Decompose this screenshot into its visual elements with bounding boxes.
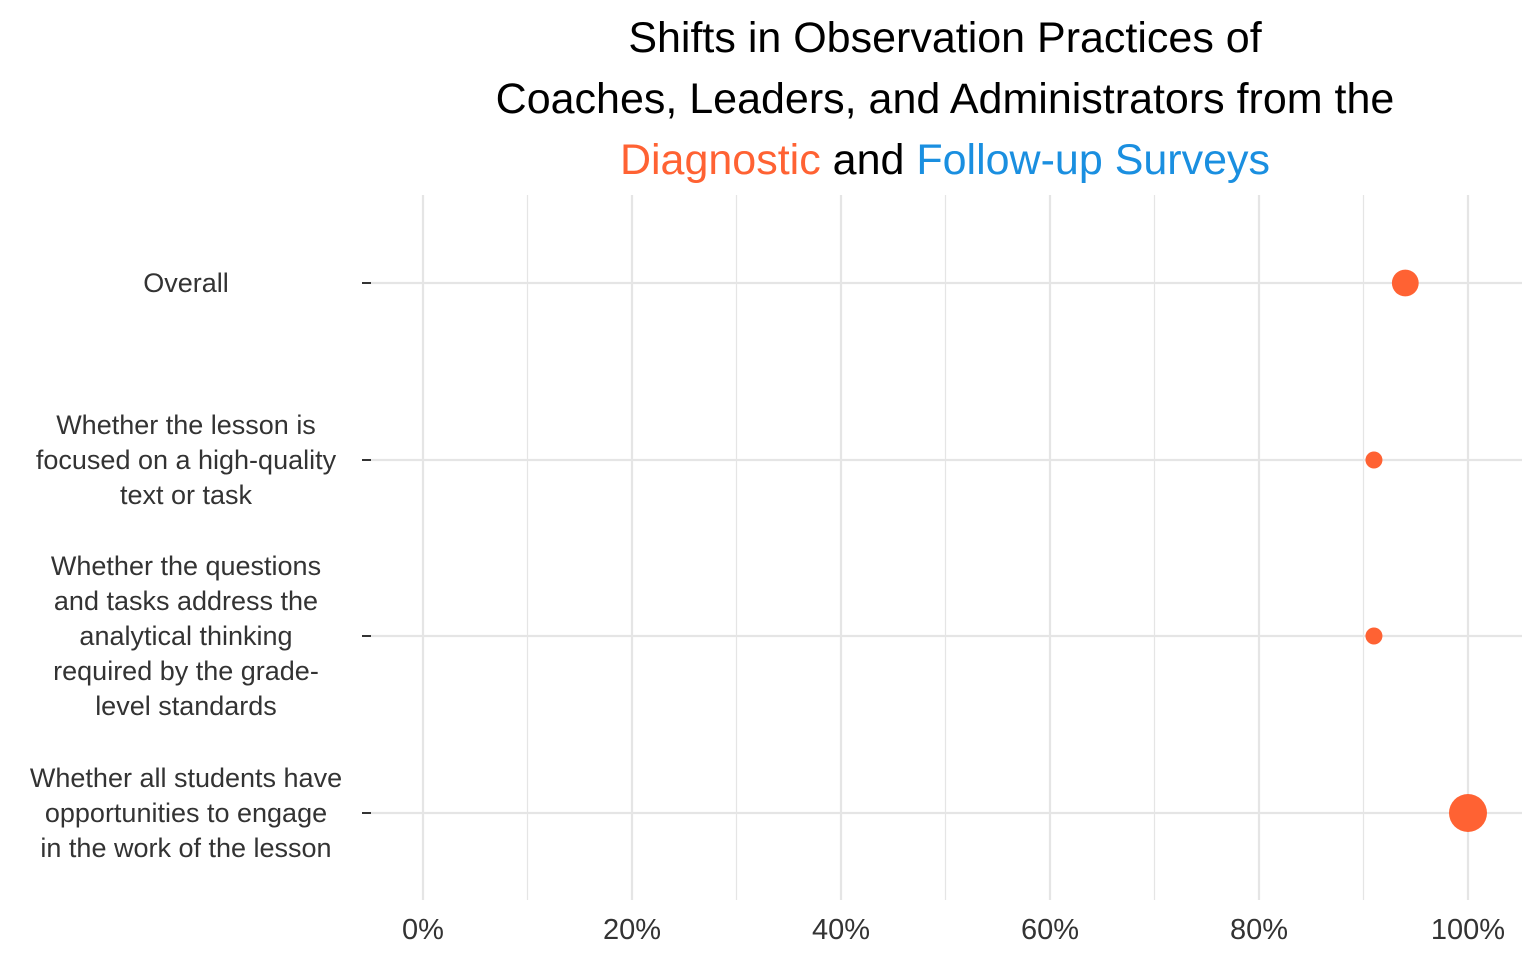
grid-layer — [370, 195, 1522, 900]
title-and-word: and — [820, 136, 917, 184]
x-tick-label: 60% — [1021, 914, 1079, 946]
x-tick-label: 0% — [402, 914, 444, 946]
category-label: Whether the questions — [51, 551, 321, 581]
x-tick-label: 100% — [1431, 914, 1505, 946]
title-follow-up-word: Follow-up Surveys — [916, 136, 1271, 184]
data-points — [1365, 269, 1487, 832]
chart-title: Shifts in Observation Practices of Coach… — [0, 8, 1536, 191]
x-axis-ticks: 0% 20% 40% 60% 80% 100% — [402, 914, 1505, 946]
category-label: and tasks address the — [54, 586, 318, 616]
diagnostic-point — [1449, 794, 1487, 832]
title-line-3: Diagnostic and Follow-up Surveys — [0, 130, 1536, 191]
category-label: in the work of the lesson — [40, 833, 331, 863]
category-label: Whether the lesson is — [56, 410, 316, 440]
category-label: analytical thinking — [79, 621, 292, 651]
title-diagnostic-word: Diagnostic — [619, 136, 821, 184]
x-tick-label: 40% — [812, 914, 870, 946]
x-tick-label: 20% — [603, 914, 661, 946]
x-tick-label: 80% — [1230, 914, 1288, 946]
diagnostic-point — [1365, 627, 1383, 645]
category-label: opportunities to engage — [45, 798, 327, 828]
category-labels: Overall Whether the lesson is focused on a… — [30, 268, 371, 863]
category-label: Whether all students have — [30, 763, 342, 793]
category-label: Overall — [143, 268, 229, 298]
category-label: text or task — [120, 480, 253, 510]
diagnostic-point — [1391, 269, 1419, 297]
category-label: level standards — [95, 691, 277, 721]
category-label: focused on a high-quality — [36, 445, 337, 475]
title-line-2: Coaches, Leaders, and Administrators fro… — [495, 75, 1395, 123]
diagnostic-point — [1365, 451, 1383, 469]
category-label: required by the grade- — [53, 656, 319, 686]
title-line-1: Shifts in Observation Practices of — [628, 14, 1262, 62]
